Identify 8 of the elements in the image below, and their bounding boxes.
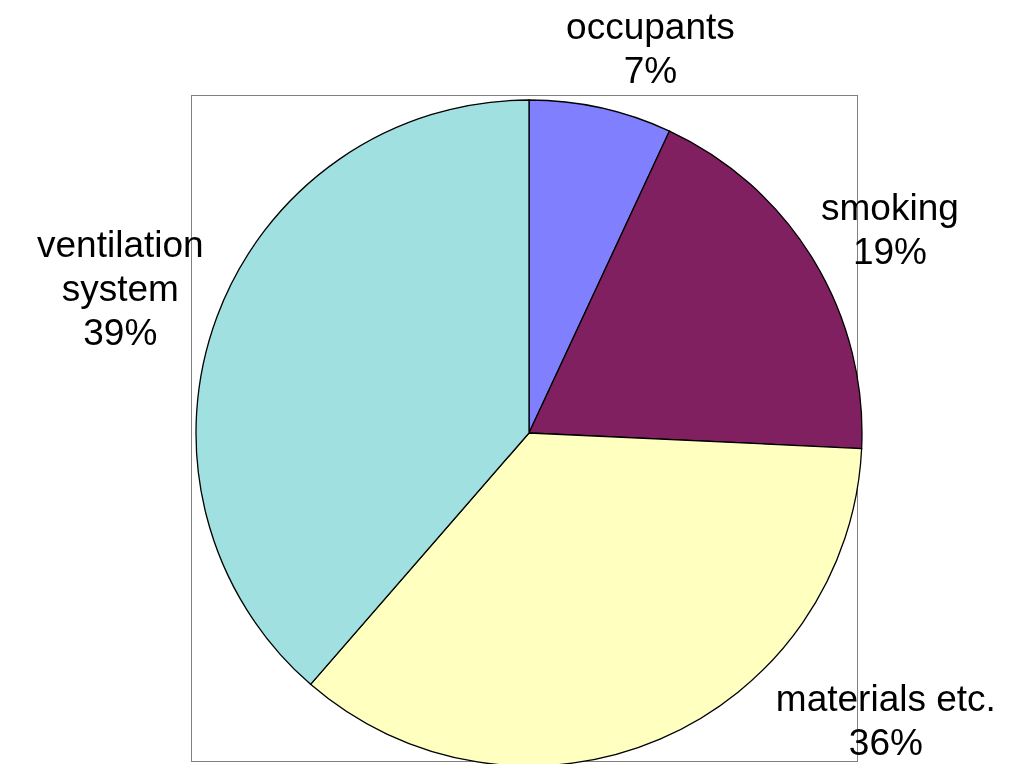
data-label: 39% [83,312,158,354]
data-label: 36% [848,721,923,763]
data-label: 7% [623,49,678,91]
slice-label: materials etc. [775,677,996,719]
data-label: 19% [852,231,927,273]
slice-label: occupants [566,5,735,47]
slice-label: smoking [821,187,959,229]
slice-label: ventilation system [37,224,204,310]
